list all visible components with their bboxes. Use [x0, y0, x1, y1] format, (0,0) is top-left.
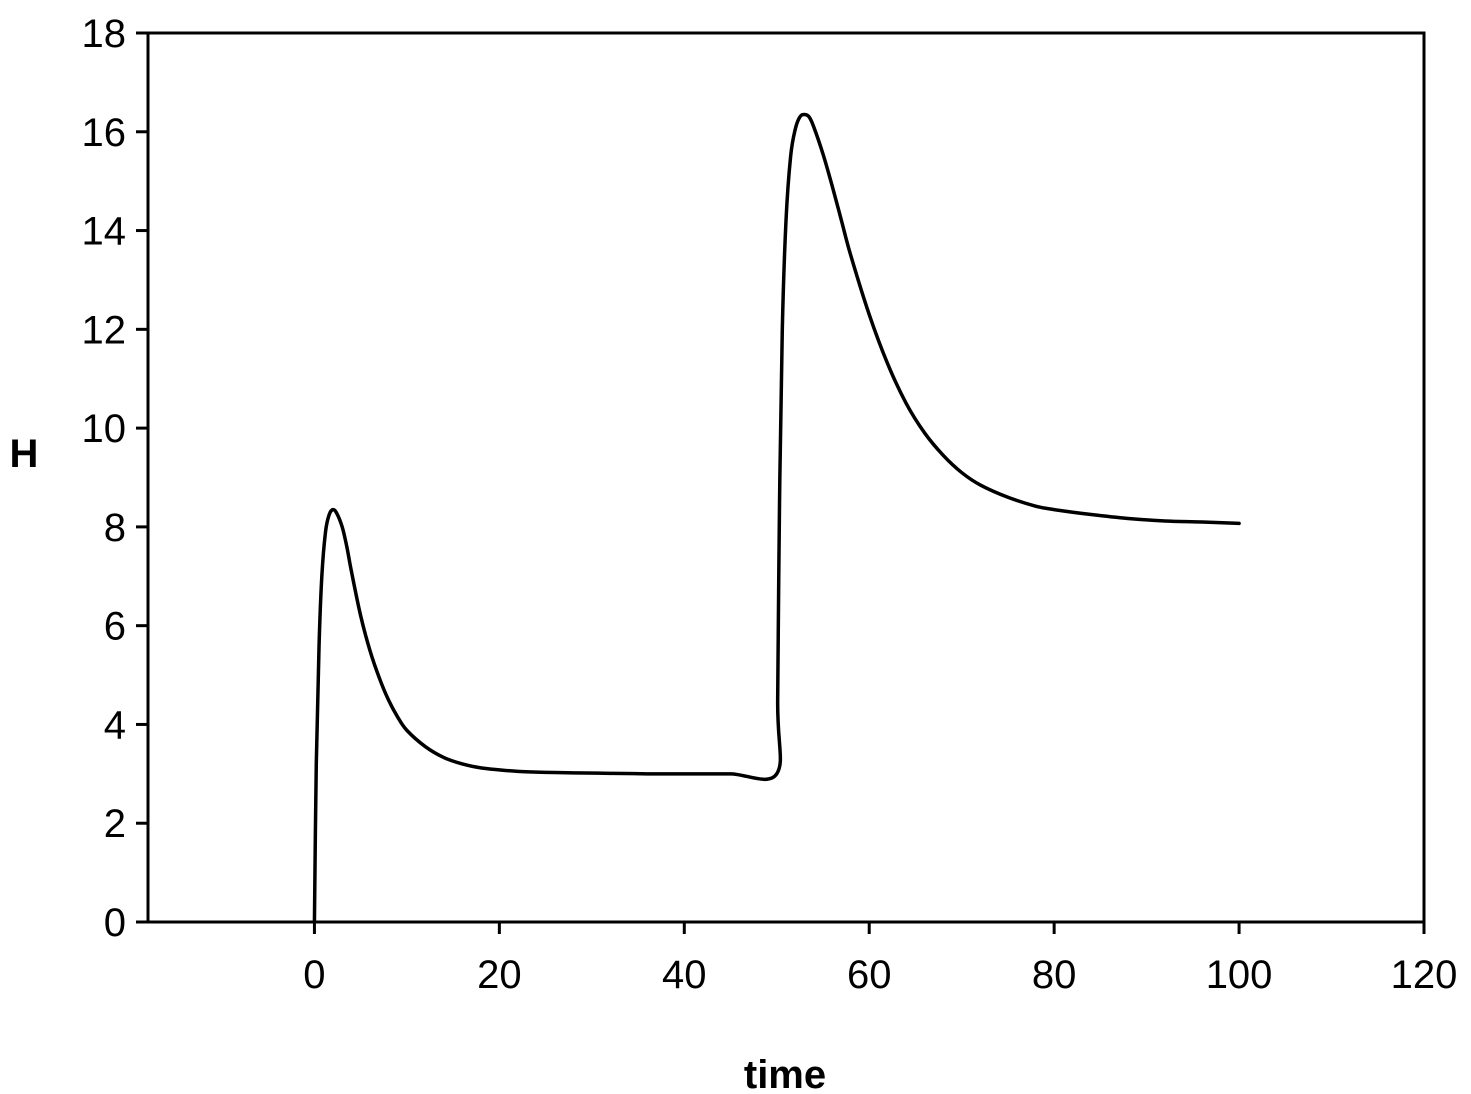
- x-tick-label: 100: [1206, 953, 1273, 997]
- x-axis-title: time: [744, 1053, 826, 1094]
- x-axis-ticks: 0 20 40 60 80 100 120: [303, 922, 1457, 997]
- x-tick-label: 120: [1391, 953, 1458, 997]
- y-tick-label: 18: [82, 12, 127, 56]
- x-tick-label: 0: [303, 953, 325, 997]
- x-tick-label: 60: [847, 953, 892, 997]
- y-axis-title: H: [10, 432, 39, 476]
- y-tick-label: 0: [104, 901, 126, 945]
- y-tick-label: 2: [104, 802, 126, 846]
- plot-area-border: [146, 31, 1426, 924]
- x-tick-label: 80: [1032, 953, 1077, 997]
- x-tick-label: 40: [662, 953, 707, 997]
- y-axis-ticks: 0 2 4 6 8 10 12 14 16 18: [82, 12, 148, 945]
- y-tick-label: 12: [82, 308, 127, 352]
- y-tick-label: 10: [82, 407, 127, 451]
- x-tick-label: 20: [477, 953, 522, 997]
- y-tick-label: 8: [104, 506, 126, 550]
- y-tick-label: 16: [82, 111, 127, 155]
- y-tick-label: 6: [104, 605, 126, 649]
- plot-frame: [146, 31, 1426, 924]
- y-tick-label: 14: [82, 210, 127, 254]
- series-line-0: [312, 112, 1241, 924]
- y-tick-label: 4: [104, 703, 126, 747]
- series-group: [312, 112, 1241, 924]
